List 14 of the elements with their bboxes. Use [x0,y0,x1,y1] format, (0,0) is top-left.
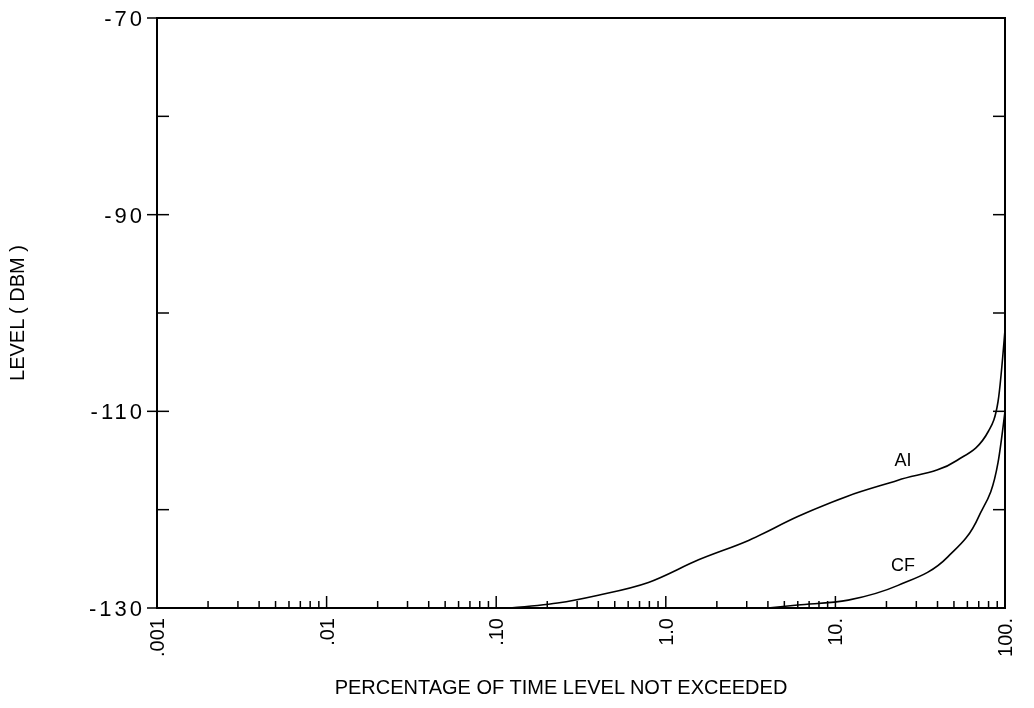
y-axis-title: LEVEL ( DBM ) [6,245,28,381]
y-tick-label: -70 [104,6,145,31]
y-tick-label: -130 [88,596,145,621]
series-label: AI [894,450,912,471]
series-label: CF [891,555,916,576]
x-axis-title: PERCENTAGE OF TIME LEVEL NOT EXCEEDED [334,676,788,698]
y-tick-label: -110 [90,399,145,425]
x-tick-label: .10 [485,618,508,646]
x-tick-label: 1.0 [654,618,677,646]
x-tick-label: 10. [824,618,847,646]
x-tick-label: 100. [994,618,1016,657]
x-tick-label: .001 [146,618,168,657]
y-tick-label: -90 [104,202,145,228]
x-tick-label: .01 [315,618,338,646]
